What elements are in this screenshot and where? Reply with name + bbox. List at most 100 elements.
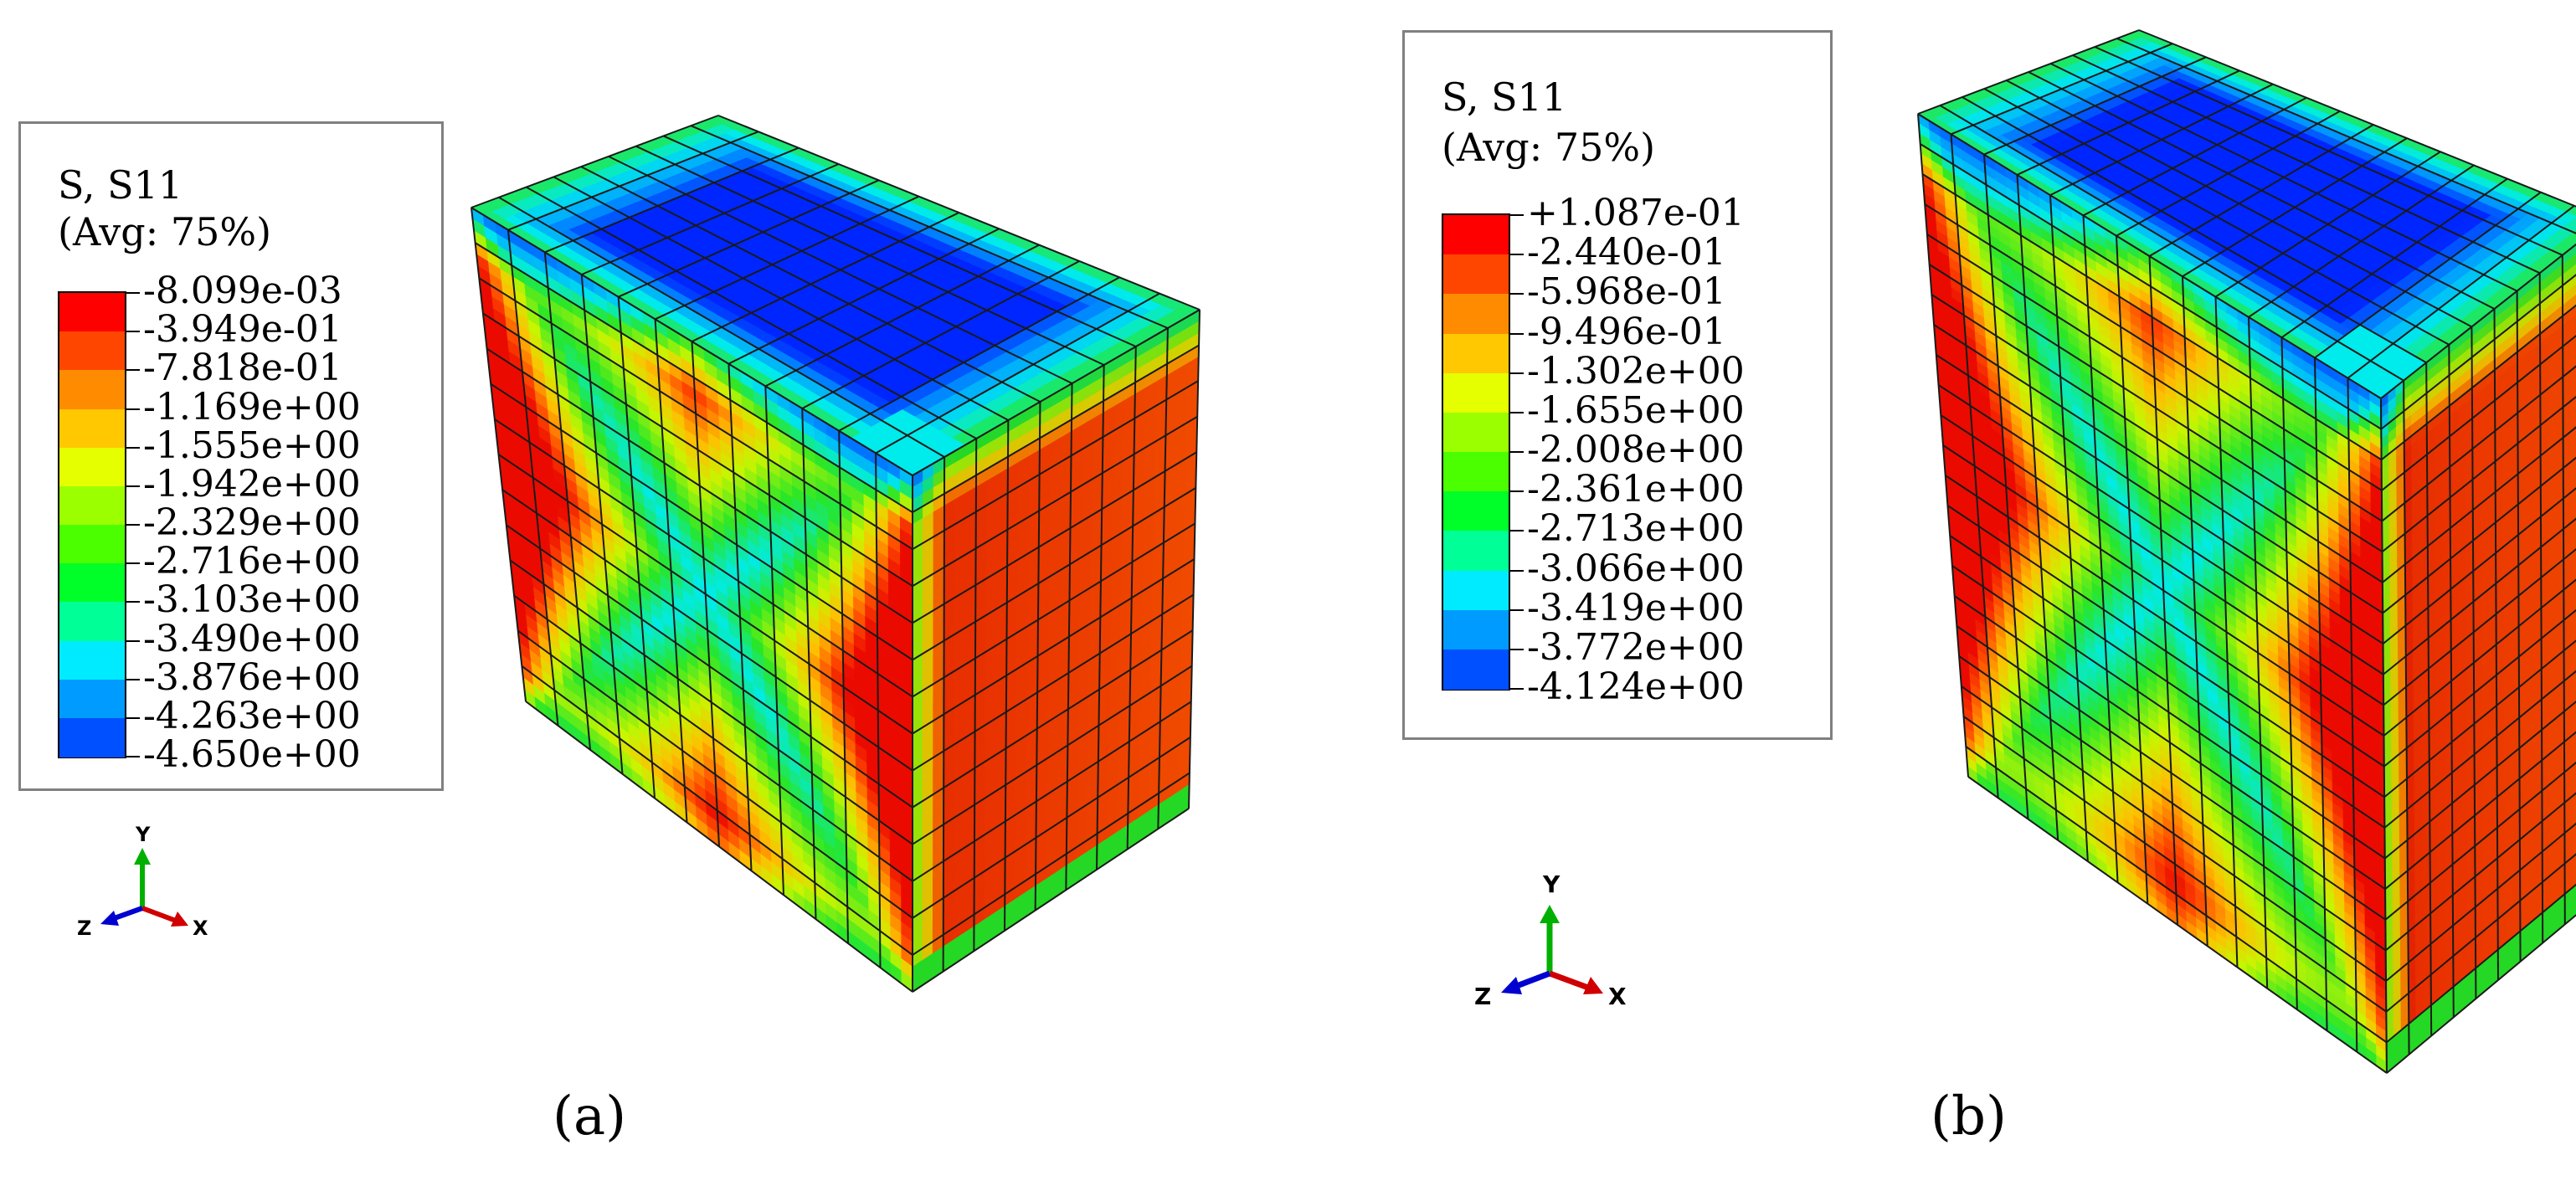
- triad-axes-b: Y X Z: [1456, 870, 1648, 1025]
- legend-tick: [125, 524, 140, 526]
- legend-value-label: -2.440e-01: [1527, 231, 1726, 275]
- legend-value-label: -2.713e+00: [1527, 507, 1745, 551]
- legend-value-label: -3.949e-01: [143, 308, 342, 352]
- color-band: [1443, 609, 1509, 650]
- color-band: [1443, 372, 1509, 413]
- color-band: [59, 525, 125, 564]
- color-band: [1443, 412, 1509, 453]
- legend-value-label: -3.876e+00: [143, 655, 361, 699]
- color-band: [1443, 491, 1509, 531]
- legend-tick: [1509, 451, 1524, 453]
- contour-legend-a: S, S11 (Avg: 75%) -8.099e-03 -3.949e-01 -7…: [18, 121, 444, 791]
- contour-color-bar: [58, 291, 126, 758]
- axis-z-label: Z: [1474, 983, 1492, 1010]
- legend-tick: [125, 639, 140, 642]
- panel-a: S, S11 (Avg: 75%) -8.099e-03 -3.949e-01 -7…: [18, 115, 1201, 1148]
- color-band: [59, 717, 125, 757]
- legend-tick: [125, 562, 140, 565]
- legend-value-label: -2.361e+00: [1527, 468, 1745, 511]
- legend-value-label: -3.772e+00: [1527, 625, 1745, 669]
- legend-tick: [125, 756, 140, 757]
- z-axis-arrow-icon: [1501, 977, 1522, 994]
- stress-contour-model-b: [1916, 29, 2576, 1075]
- axis-x-label: X: [193, 917, 208, 940]
- stress-contour-model-a: [470, 115, 1201, 994]
- legend-subtitle: (Avg: 75%): [58, 209, 272, 254]
- axis-y-label: Y: [1543, 870, 1561, 898]
- color-band: [1443, 531, 1509, 572]
- contour-color-bar: [1442, 213, 1510, 691]
- legend-value-label: -1.169e+00: [143, 385, 361, 429]
- x-axis-arrow-icon: [1583, 977, 1603, 994]
- color-band: [59, 370, 125, 410]
- legend-tick: [1509, 688, 1524, 690]
- color-band: [59, 331, 125, 371]
- legend-value-label: -1.302e+00: [1527, 349, 1745, 393]
- legend-title: S, S11: [58, 162, 183, 208]
- color-band: [59, 679, 125, 719]
- color-band: [1443, 570, 1509, 611]
- legend-value-label: -7.818e-01: [143, 347, 342, 390]
- legend-value-label: -8.099e-03: [143, 270, 342, 312]
- mesh-face: [912, 308, 1201, 994]
- legend-value-label: -3.419e+00: [1527, 586, 1745, 629]
- color-band: [59, 640, 125, 680]
- legend-tick: [1509, 530, 1524, 532]
- color-band: [59, 408, 125, 449]
- legend-value-label: -3.103e+00: [143, 578, 361, 622]
- color-band: [1443, 649, 1509, 690]
- legend-tick: [1509, 332, 1524, 335]
- contour-legend-b: S, S11 (Avg: 75%) +1.087e-01 -2.440e-01 -5…: [1402, 30, 1833, 740]
- legend-tick: [1509, 569, 1524, 572]
- color-band: [59, 293, 125, 332]
- legend-tick: [1509, 254, 1524, 256]
- mesh-face: [470, 206, 913, 994]
- legend-tick: [125, 331, 140, 333]
- legend-value-label: -4.124e+00: [1527, 665, 1745, 708]
- color-band: [1443, 254, 1509, 295]
- legend-value-label: -4.650e+00: [143, 733, 361, 776]
- legend-tick: [1509, 372, 1524, 374]
- legend-tick: [1509, 214, 1524, 216]
- legend-value-label: -1.942e+00: [143, 462, 361, 506]
- color-band: [59, 602, 125, 642]
- y-axis-arrow-icon: [1540, 905, 1560, 923]
- legend-tick: [1509, 490, 1524, 493]
- legend-value-label: -2.716e+00: [143, 540, 361, 583]
- legend-tick: [125, 716, 140, 719]
- legend-tick: [125, 446, 140, 449]
- axis-x-label: X: [1608, 983, 1627, 1010]
- legend-value-label: -4.263e+00: [143, 694, 361, 737]
- color-band: [1443, 333, 1509, 374]
- legend-value-label: -9.496e-01: [1527, 310, 1726, 353]
- legend-subtitle: (Avg: 75%): [1442, 125, 1656, 170]
- y-axis-arrow-icon: [134, 848, 151, 865]
- mesh-face: [1916, 29, 2576, 399]
- color-band: [1443, 294, 1509, 335]
- axis-z-label: Z: [77, 917, 92, 940]
- legend-value-label: -5.968e-01: [1527, 270, 1726, 314]
- panel-caption-b: (b): [1931, 1086, 2007, 1148]
- legend-value-label: -1.555e+00: [143, 424, 361, 467]
- legend-value-label: -2.329e+00: [143, 501, 361, 544]
- legend-tick: [125, 678, 140, 680]
- color-band: [1443, 452, 1509, 492]
- mesh-face: [470, 115, 1201, 476]
- color-band: [59, 563, 125, 603]
- legend-value-label: -3.066e+00: [1527, 547, 1745, 590]
- legend-value-label: -2.008e+00: [1527, 429, 1745, 471]
- mesh-face: [2380, 243, 2576, 1075]
- legend-value-label: +1.087e-01: [1527, 192, 1745, 234]
- legend-tick: [125, 485, 140, 487]
- panel-caption-a: (a): [553, 1086, 627, 1148]
- mesh-face: [1917, 112, 2388, 1075]
- legend-tick: [125, 408, 140, 410]
- legend-tick: [125, 601, 140, 603]
- triad-axes-a: Y X Z: [67, 824, 234, 958]
- color-band: [59, 485, 125, 526]
- legend-value-label: -3.490e+00: [143, 617, 361, 660]
- x-axis-arrow-icon: [171, 911, 188, 927]
- legend-value-label: -1.655e+00: [1527, 388, 1745, 432]
- legend-tick: [1509, 608, 1524, 611]
- legend-tick: [1509, 293, 1524, 295]
